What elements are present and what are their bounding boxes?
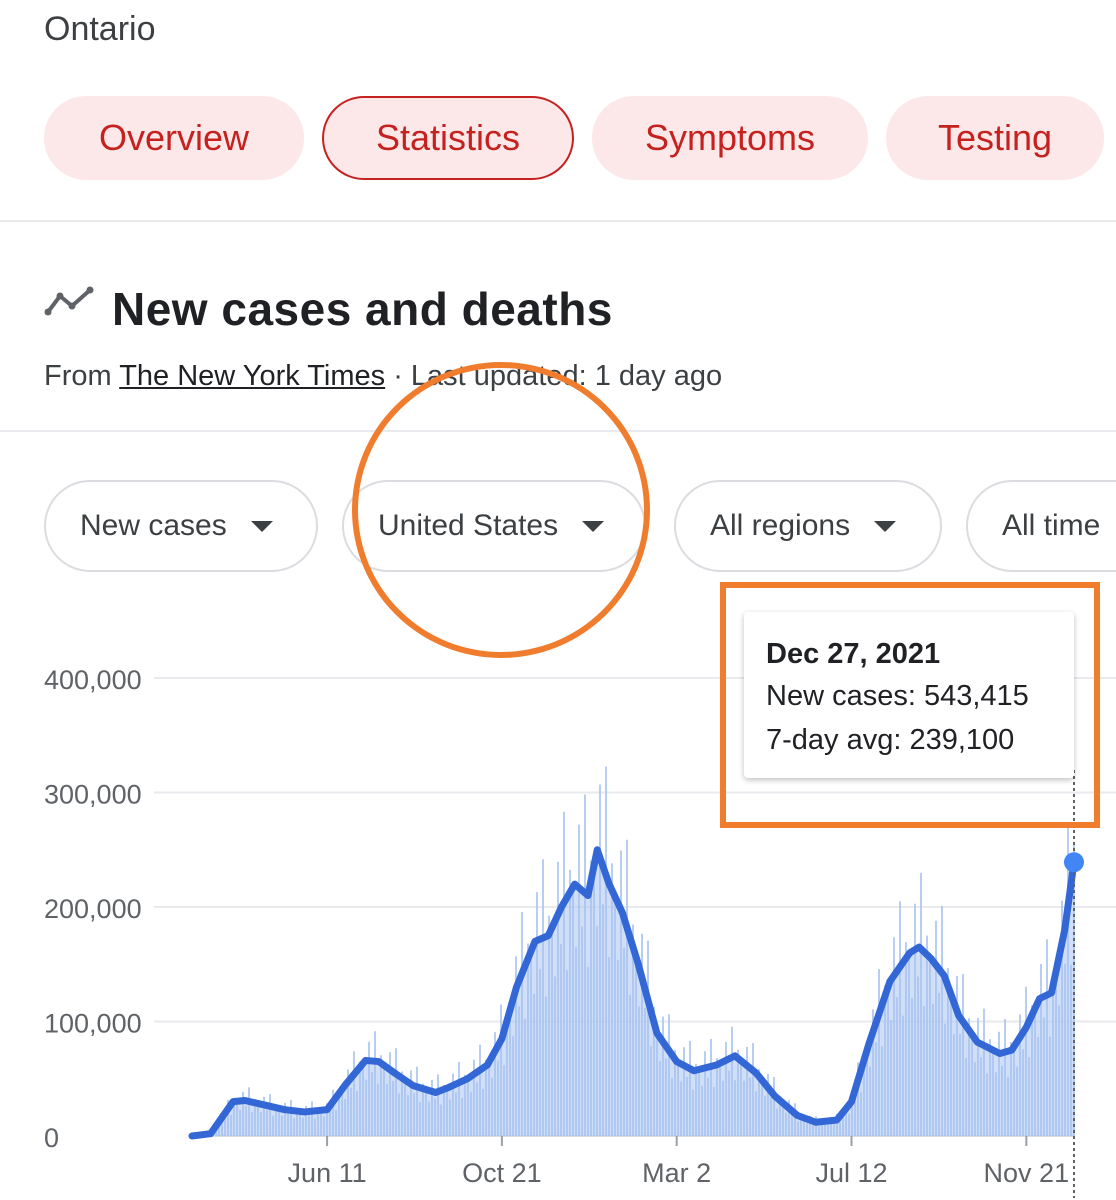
caret-down-icon [250, 520, 273, 532]
section-title: New cases and deaths [112, 283, 613, 335]
x-tick-label: Jun 11 [288, 1158, 367, 1188]
source-link[interactable]: The New York Times [119, 360, 386, 392]
avg-area [192, 849, 1074, 1136]
chart-area [192, 849, 1074, 1136]
caret-down-icon [582, 520, 605, 532]
metric-dropdown[interactable]: New cases [44, 480, 318, 572]
y-tick-label: 100,000 [44, 1009, 142, 1039]
source-prefix: From [44, 360, 120, 392]
y-tick-label: 400,000 [44, 665, 142, 695]
tooltip-avg: 7-day avg: 239,100 [766, 724, 1015, 756]
country-dropdown-label: United States [378, 509, 559, 542]
metric-dropdown-label: New cases [80, 509, 227, 542]
chart-line [188, 846, 1078, 1140]
tab-overview[interactable]: Overview [44, 96, 304, 180]
source-line: From The New York Times · Last updated: … [44, 360, 722, 393]
last-updated: · Last updated: 1 day ago [385, 360, 723, 392]
chart-cursor [1064, 770, 1084, 1198]
tooltip-new-cases: New cases: 543,415 [766, 680, 1029, 712]
cursor-point [1064, 852, 1084, 873]
x-tick-label: Nov 21 [984, 1158, 1070, 1188]
y-tick-label: 200,000 [44, 894, 142, 924]
tooltip-date: Dec 27, 2021 [766, 638, 941, 670]
chart-tooltip: Dec 27, 2021 New cases: 543,415 7-day av… [744, 612, 1074, 778]
chart-axis-labels: 0 100,000 200,000 300,000 400,000 Jun 11 Oct 2… [44, 665, 1069, 1188]
x-tick-label: Oct 21 [462, 1158, 542, 1188]
tab-symptoms[interactable]: Symptoms [592, 96, 868, 180]
y-tick-label: 300,000 [44, 780, 142, 810]
region-dropdown-label: All regions [710, 509, 851, 542]
trend-line-icon [44, 286, 94, 316]
x-tick-label: Mar 2 [642, 1158, 711, 1188]
y-tick-label: 0 [44, 1123, 59, 1153]
x-tick-label: Jul 12 [815, 1158, 887, 1188]
time-range-dropdown-label: All time [1002, 509, 1101, 542]
location-title: Ontario [44, 10, 156, 48]
caret-down-icon [874, 520, 897, 532]
tab-testing[interactable]: Testing [886, 96, 1104, 180]
divider [0, 220, 1116, 222]
tab-statistics[interactable]: Statistics [322, 96, 574, 180]
divider [0, 430, 1116, 432]
cases-chart[interactable]: 0 100,000 200,000 300,000 400,000 Jun 11 Oct 2… [0, 590, 1116, 1200]
avg-line [188, 846, 1078, 1140]
region-dropdown[interactable]: All regions [674, 480, 942, 572]
time-range-dropdown[interactable]: All time [966, 480, 1116, 572]
country-dropdown[interactable]: United States [342, 480, 646, 572]
tab-bar: Overview Statistics Symptoms Testing [0, 96, 1116, 182]
